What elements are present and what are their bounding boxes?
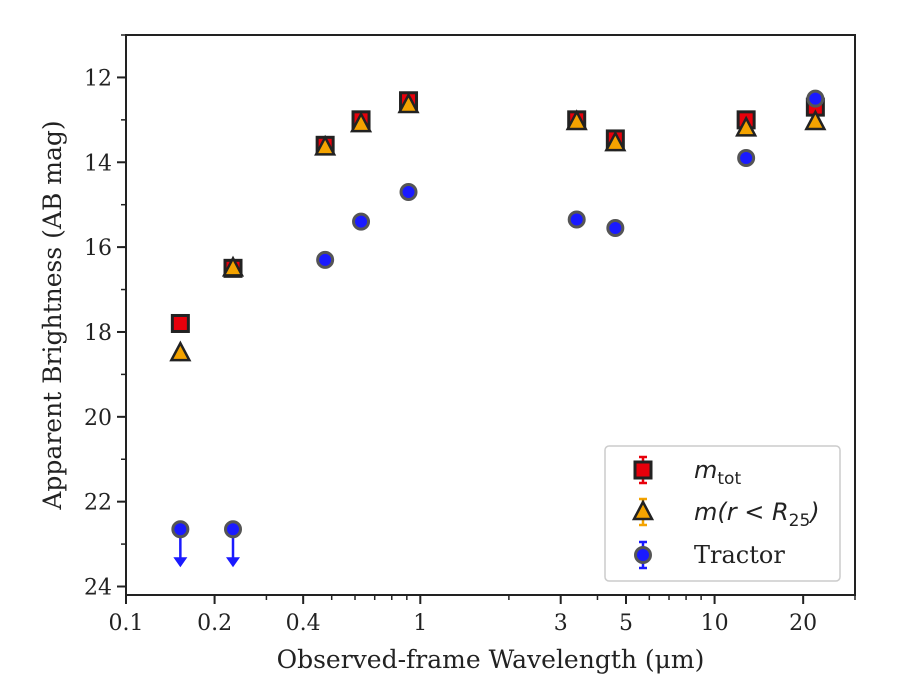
legend-marker-circle [634, 546, 652, 564]
y-tick-label: 16 [84, 236, 112, 261]
plot-frame [125, 34, 856, 596]
x-tick-label: 3 [554, 611, 568, 636]
x-tick-label: 1 [413, 611, 427, 636]
x-tick-label: 20 [789, 611, 817, 636]
y-tick-label: 24 [84, 576, 112, 601]
x-tick-label: 5 [619, 611, 633, 636]
legend-box [604, 445, 841, 582]
legend-label: Tractor [694, 541, 785, 569]
legend: mtot m(r < R25) Tractor [604, 445, 841, 582]
series-triangle [169, 92, 827, 362]
marker-triangle [804, 109, 827, 131]
marker-triangle [349, 111, 373, 133]
legend-marker-square [633, 460, 653, 480]
marker-triangle [604, 130, 627, 152]
marker-triangle [169, 340, 192, 362]
marker-triangle [314, 134, 337, 156]
x-tick-label: 10 [701, 611, 729, 636]
axis-ticks: 0.1 0.2 0.4 1 3 5 10 20 12 14 16 18 20 22 24 [84, 34, 856, 636]
y-tick-label: 22 [84, 491, 112, 516]
marker-triangle [397, 92, 420, 114]
x-axis-label: Observed-frame Wavelength (μm) [277, 645, 705, 674]
y-tick-label: 20 [84, 406, 112, 431]
y-tick-label: 18 [84, 321, 112, 346]
marker-circle [316, 250, 335, 269]
x-tick-label: 0.4 [286, 611, 321, 636]
marker-triangle [735, 115, 758, 137]
y-axis-label: Apparent Brightness (AB mag) [38, 120, 67, 510]
marker-circle [806, 89, 825, 108]
marker-circle [606, 219, 625, 238]
legend-marker-triangle [631, 499, 655, 521]
legend-label: m(r < R25) [694, 498, 820, 531]
x-tick-label: 0.1 [109, 611, 144, 636]
y-tick-label: 12 [84, 66, 112, 91]
marker-circle [352, 212, 371, 231]
marker-triangle [565, 109, 588, 131]
series-square [170, 91, 825, 333]
data-points [169, 89, 827, 568]
x-tick-label: 0.2 [197, 611, 232, 636]
marker-square [170, 313, 190, 333]
marker-circle [567, 210, 586, 229]
marker-triangle [221, 255, 245, 277]
legend-label: mtot [694, 456, 741, 489]
marker-circle [224, 520, 243, 539]
marker-circle [737, 149, 756, 168]
upper-limit-arrow-head [173, 557, 188, 568]
marker-circle [171, 520, 190, 539]
upper-limit-arrow-head [226, 557, 241, 568]
marker-circle [399, 182, 418, 201]
series-circle [171, 89, 825, 568]
y-tick-label: 14 [84, 151, 112, 176]
